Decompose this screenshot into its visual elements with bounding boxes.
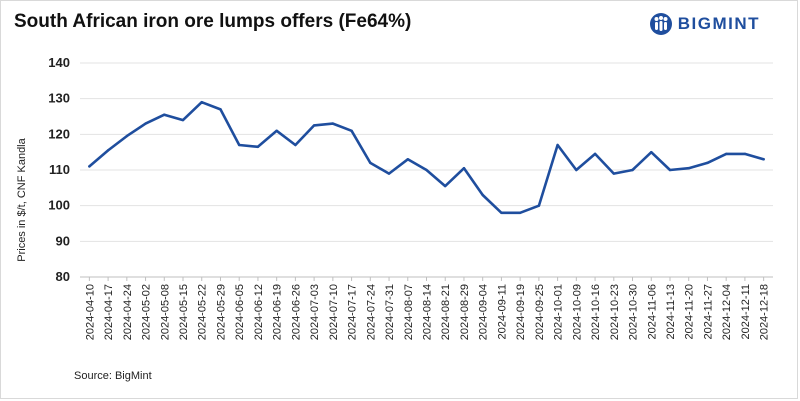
- x-tick-label: 2024-12-11: [740, 284, 752, 339]
- data-point: [238, 143, 241, 147]
- x-tick-label: 2024-11-20: [684, 284, 696, 339]
- x-tick-label: 2024-08-21: [440, 284, 452, 340]
- x-tick-label: 2024-08-07: [403, 284, 415, 340]
- data-point: [518, 211, 522, 214]
- data-point: [556, 143, 559, 147]
- data-point: [762, 158, 765, 161]
- data-point: [500, 211, 503, 214]
- data-point: [425, 168, 428, 172]
- data-point: [481, 193, 484, 197]
- data-point: [612, 172, 615, 175]
- x-tick-label: 2024-10-23: [609, 284, 621, 340]
- x-tick-label: 2024-05-02: [141, 284, 153, 340]
- data-point: [163, 113, 166, 116]
- data-point: [106, 149, 110, 152]
- x-tick-label: 2024-07-10: [328, 284, 340, 340]
- x-tick-label: 2024-12-04: [721, 284, 733, 340]
- data-point: [406, 158, 409, 161]
- x-tick-label: 2024-08-14: [422, 284, 434, 340]
- data-point: [687, 167, 690, 170]
- x-tick-label: 2024-06-19: [272, 284, 284, 340]
- y-tick-label: 120: [48, 126, 70, 141]
- data-point: [668, 168, 672, 172]
- data-point: [331, 122, 335, 125]
- data-point: [650, 150, 653, 154]
- x-tick-label: 2024-06-12: [253, 284, 265, 340]
- x-tick-label: 2024-05-15: [178, 284, 190, 340]
- data-point: [369, 161, 372, 165]
- x-tick-label: 2024-11-06: [646, 284, 658, 339]
- x-tick-label: 2024-09-11: [496, 284, 508, 339]
- data-point: [181, 118, 185, 122]
- x-tick-label: 2024-07-17: [347, 284, 359, 340]
- source-note: Source: BigMint: [74, 370, 152, 382]
- y-tick-label: 80: [56, 269, 70, 284]
- data-point: [256, 145, 260, 149]
- data-point: [462, 167, 466, 170]
- x-tick-label: 2024-07-24: [365, 284, 377, 340]
- data-point: [275, 129, 278, 132]
- x-tick-label: 2024-04-10: [84, 284, 96, 340]
- x-tick-label: 2024-12-18: [759, 284, 771, 340]
- data-point: [575, 168, 578, 172]
- data-point: [724, 152, 728, 156]
- data-point: [144, 122, 147, 125]
- data-point: [593, 152, 597, 156]
- x-tick-label: 2024-09-04: [478, 284, 490, 340]
- price-series-line: [88, 100, 765, 215]
- y-tick-label: 140: [48, 55, 70, 70]
- data-point: [537, 204, 541, 207]
- data-point: [743, 152, 747, 156]
- data-point: [200, 101, 203, 104]
- data-point: [387, 172, 391, 175]
- data-point: [219, 108, 222, 111]
- x-tick-label: 2024-05-22: [197, 284, 209, 340]
- data-point: [312, 124, 316, 127]
- x-tick-label: 2024-05-29: [215, 284, 227, 340]
- x-tick-label: 2024-05-08: [159, 284, 171, 340]
- x-tick-label: 2024-08-29: [459, 284, 471, 340]
- x-tick-label: 2024-09-19: [515, 284, 527, 340]
- x-tick-label: 2024-09-25: [534, 284, 546, 340]
- x-tick-label: 2024-04-24: [122, 284, 134, 340]
- y-tick-label: 100: [48, 198, 70, 213]
- data-point: [444, 184, 447, 188]
- data-point: [88, 165, 91, 168]
- logo-text: BIGMINT: [677, 14, 760, 33]
- y-tick-label: 110: [49, 162, 70, 177]
- data-point: [631, 168, 634, 172]
- bigmint-people-icon: [649, 13, 672, 35]
- data-point: [294, 143, 297, 147]
- x-tick-label: 2024-07-31: [384, 284, 396, 340]
- data-point: [706, 161, 709, 165]
- x-tick-label: 2024-06-05: [234, 284, 246, 340]
- data-point: [125, 134, 129, 138]
- x-tick-label: 2024-10-09: [571, 284, 583, 340]
- y-tick-label: 130: [48, 91, 70, 106]
- chart-title: South African iron ore lumps offers (Fe6…: [14, 11, 412, 32]
- x-tick-label: 2024-11-27: [702, 284, 714, 339]
- x-tick-label: 2024-10-01: [553, 284, 565, 340]
- x-tick-label: 2024-10-30: [628, 284, 640, 340]
- x-tick-label: 2024-04-17: [103, 284, 115, 340]
- bigmint-logo: BIGMINT: [649, 12, 760, 36]
- y-tick-label: 90: [56, 233, 70, 248]
- x-tick-label: 2024-11-13: [665, 284, 677, 339]
- x-tick-label: 2024-07-03: [309, 284, 321, 340]
- data-point: [350, 129, 353, 132]
- x-tick-label: 2024-06-26: [290, 284, 302, 340]
- x-tick-label: 2024-10-16: [590, 284, 602, 340]
